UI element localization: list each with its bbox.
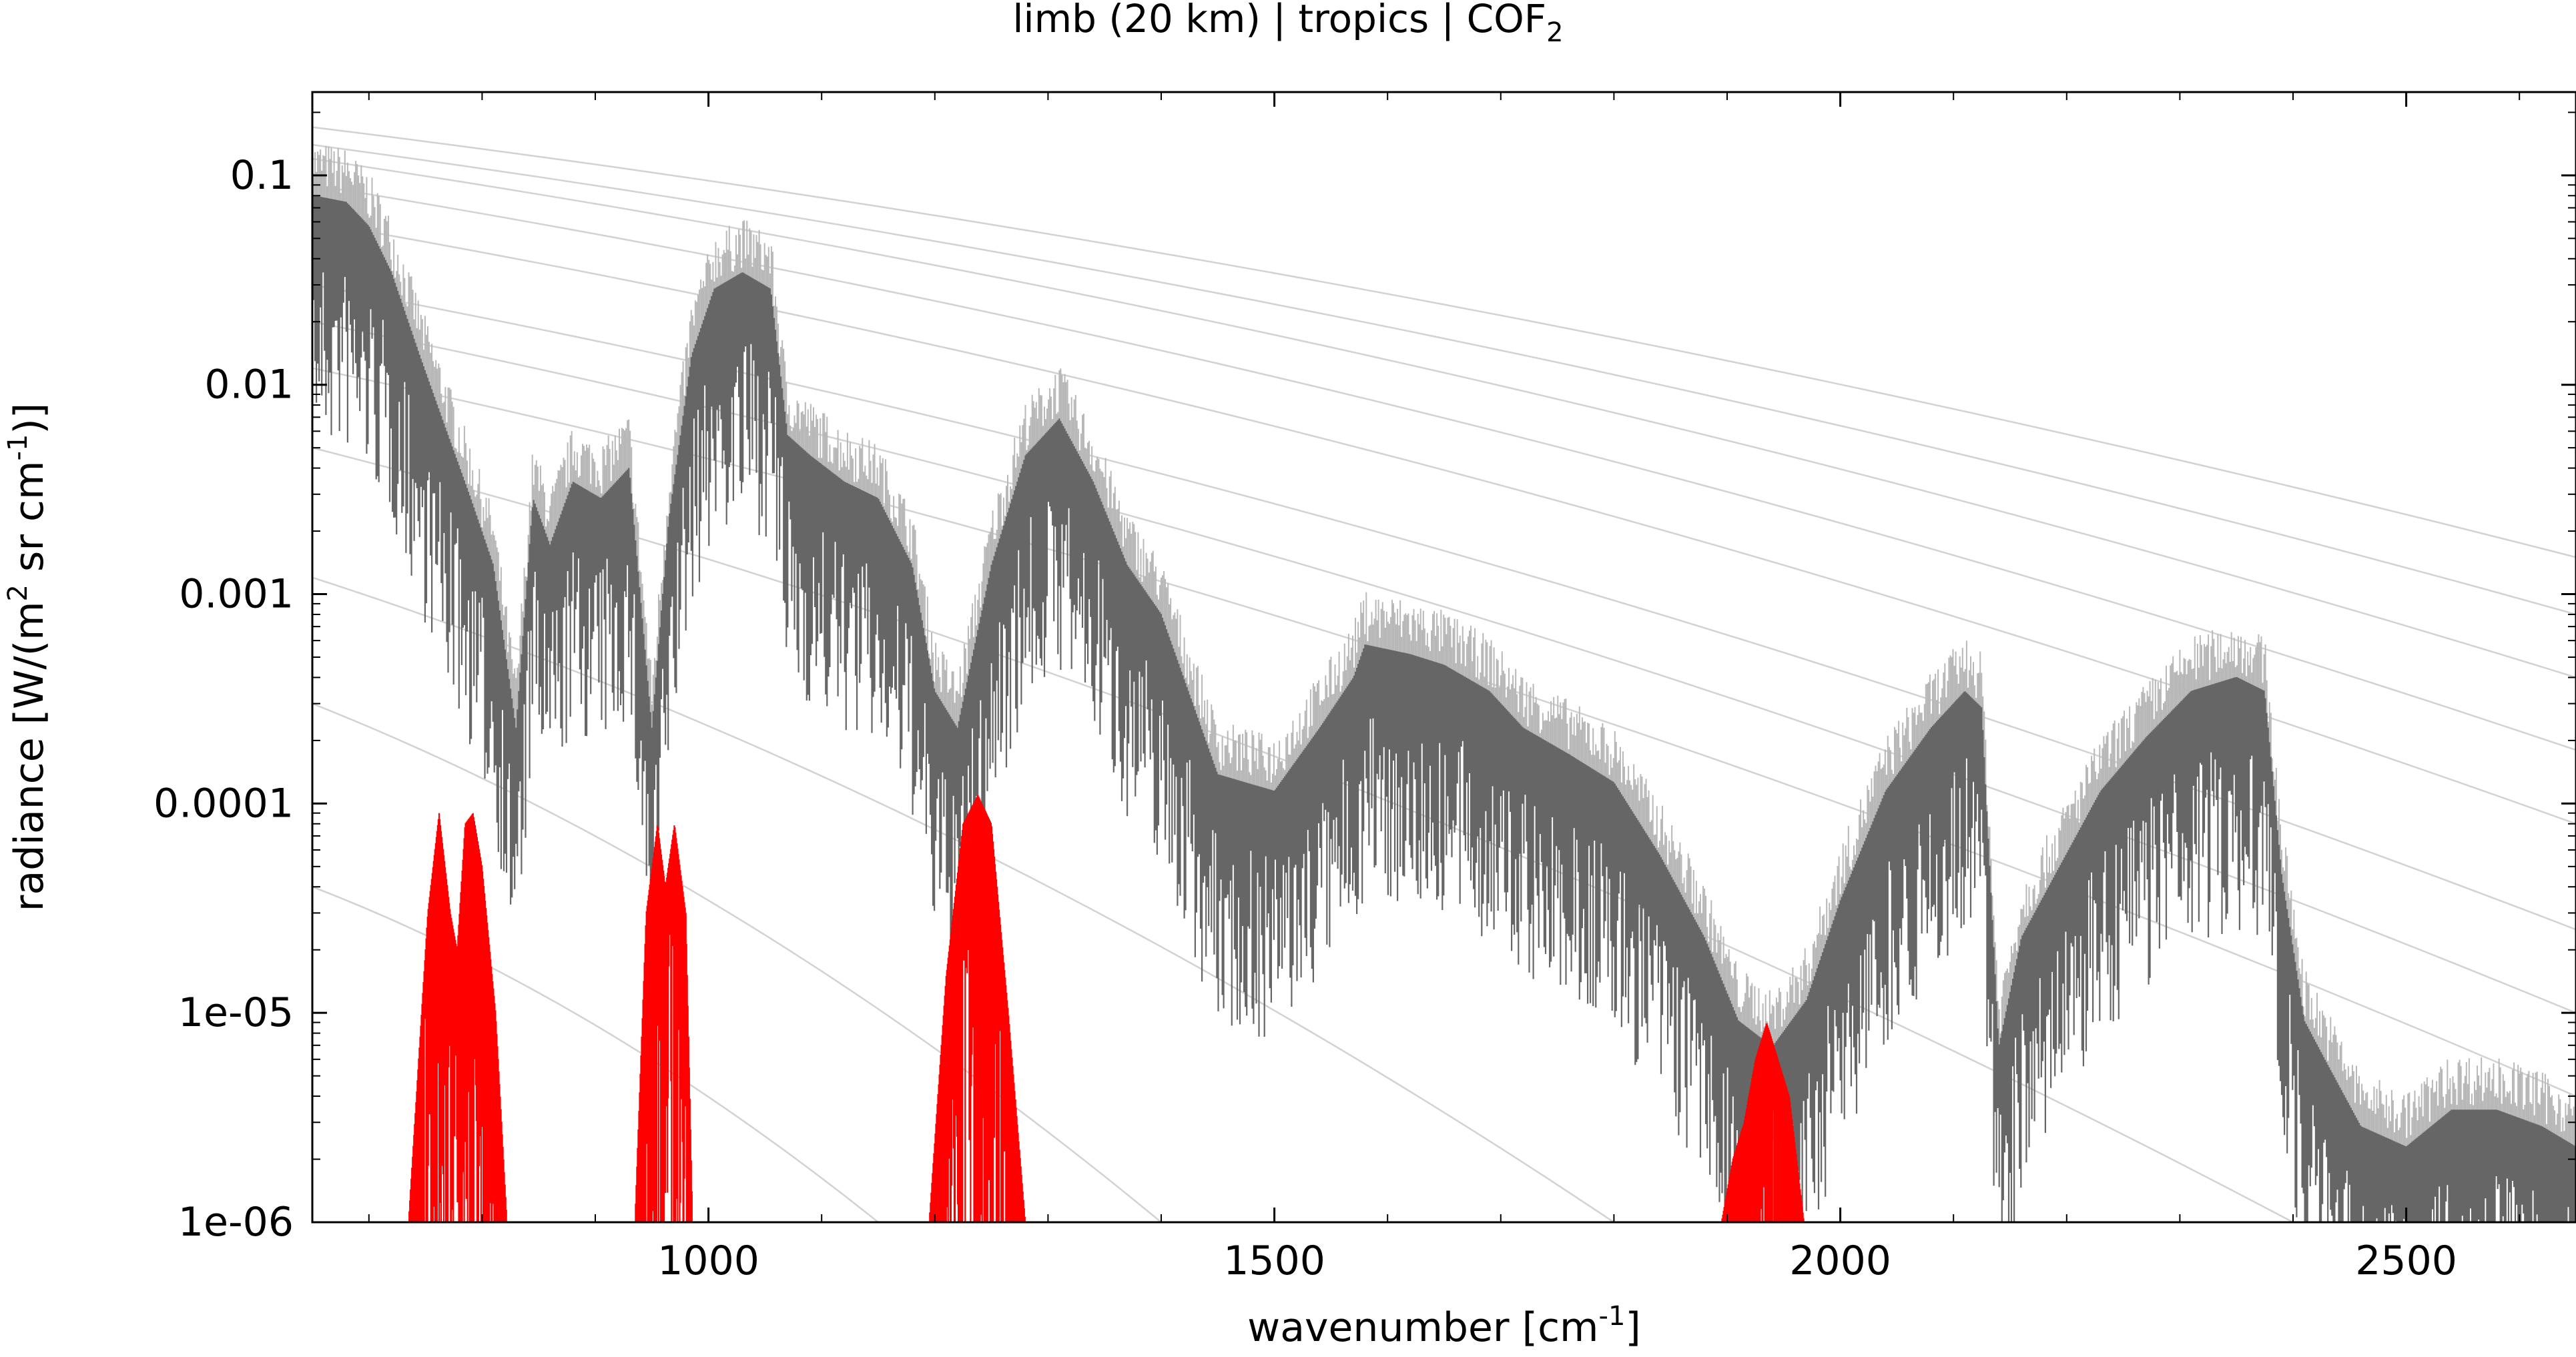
reference-curve-3 bbox=[312, 183, 2576, 751]
gas-band-2 bbox=[929, 795, 1026, 1222]
x-axis-ticks: 1000 1500 2000 2500 bbox=[368, 92, 2521, 1284]
gas-radiance-series bbox=[408, 795, 1805, 1222]
x-axis-title-sup: -1 bbox=[1599, 1301, 1626, 1332]
y-axis-title-part-2: sr cm bbox=[6, 460, 53, 584]
reference-curve-1 bbox=[312, 143, 2576, 616]
x-tick-label: 1500 bbox=[1223, 1238, 1325, 1284]
reference-curve-10 bbox=[312, 703, 1162, 1223]
y-axis-title: radiance [W/(m2 sr cm-1)] bbox=[3, 403, 53, 911]
y-tick-label: 1e-06 bbox=[178, 1199, 294, 1246]
chart-title: limb (20 km) | tropics | COF2 bbox=[1012, 0, 1563, 48]
y-tick-label: 0.01 bbox=[204, 362, 294, 408]
x-axis-title-text: wavenumber [cm bbox=[1247, 1304, 1598, 1351]
chart-title-subscript: 2 bbox=[1546, 17, 1563, 48]
y-axis-title-sup-1: 2 bbox=[3, 584, 33, 601]
gas-band-0 bbox=[408, 813, 507, 1222]
y-tick-label: 0.001 bbox=[179, 571, 294, 618]
reference-curve-2 bbox=[312, 157, 2576, 678]
gas-band-1 bbox=[635, 825, 693, 1222]
total-radiance-series bbox=[311, 146, 2576, 1222]
y-axis-title-sup-2: -1 bbox=[3, 434, 33, 461]
gas-band-3 bbox=[1721, 1023, 1805, 1222]
x-axis-title: wavenumber [cm-1] bbox=[1247, 1301, 1641, 1351]
y-axis-title-part-3: )] bbox=[6, 403, 53, 434]
x-tick-label: 2000 bbox=[1789, 1238, 1891, 1284]
x-axis-title-end: ] bbox=[1625, 1304, 1640, 1351]
y-tick-label: 0.0001 bbox=[153, 780, 294, 827]
y-axis-title-part-1: radiance [W/(m bbox=[6, 601, 53, 911]
y-tick-label: 1e-05 bbox=[178, 989, 294, 1036]
y-axis-ticks: 0.1 0.01 0.001 0.0001 1e-05 1e-06 bbox=[153, 111, 2576, 1246]
reference-curve-0 bbox=[312, 126, 2576, 558]
x-tick-label: 2500 bbox=[2355, 1238, 2457, 1284]
reference-curve-11 bbox=[312, 886, 879, 1223]
chart-title-text: limb (20 km) | tropics | COF bbox=[1012, 0, 1546, 41]
x-tick-label: 1000 bbox=[657, 1238, 759, 1284]
y-tick-label: 0.1 bbox=[230, 152, 294, 199]
